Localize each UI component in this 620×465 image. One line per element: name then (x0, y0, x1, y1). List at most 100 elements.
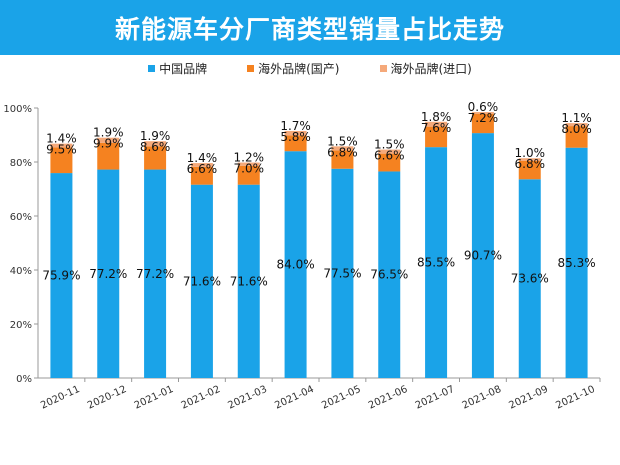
legend-label-domestic: 中国品牌 (159, 62, 208, 76)
bar-segment-domestic (565, 147, 588, 378)
legend-item-domestic: 中国品牌 (148, 60, 207, 77)
data-label-foreign-import: 1.9% (93, 126, 124, 140)
bar-segment-foreign-import (237, 162, 260, 166)
bar-segment-foreign-local (518, 160, 541, 180)
y-tick-label: 80% (10, 158, 32, 169)
data-label-domestic: 73.6% (511, 272, 549, 286)
bar-segment-foreign-import (97, 137, 120, 143)
data-label-foreign-local: 6.8% (327, 145, 358, 159)
data-label-domestic: 75.9% (42, 269, 80, 283)
y-tick-label: 60% (10, 212, 32, 223)
chart-title-bar: 新能源车分厂商类型销量占比走势 (0, 0, 620, 55)
x-tick-label: 2021-06 (367, 384, 410, 412)
bar-segment-domestic (471, 133, 494, 378)
bar-segment-foreign-local (144, 146, 167, 170)
bar-segment-domestic (237, 184, 260, 378)
bar-segment-foreign-import (425, 121, 448, 127)
data-label-foreign-local: 6.6% (187, 162, 218, 176)
data-label-foreign-local: 8.6% (140, 140, 171, 154)
data-label-domestic: 90.7% (464, 249, 502, 263)
bar-segment-foreign-local (565, 126, 588, 148)
bar-segment-domestic (50, 173, 73, 378)
data-label-foreign-import: 1.0% (515, 146, 546, 160)
bar-segment-domestic (190, 184, 213, 378)
legend-swatch-domestic (148, 65, 156, 72)
data-label-foreign-local: 6.6% (374, 149, 405, 163)
data-label-foreign-import: 1.5% (374, 138, 405, 152)
bar-segment-foreign-local (237, 165, 260, 185)
bar-segment-foreign-import (331, 146, 354, 151)
chart-legend: 中国品牌 海外品牌(国产) 海外品牌(进口) (0, 60, 620, 77)
legend-label-foreign-import: 海外品牌(进口) (390, 62, 472, 76)
y-tick-label: 100% (3, 104, 32, 115)
data-label-foreign-local: 6.8% (515, 157, 546, 171)
data-label-foreign-import: 1.4% (46, 132, 77, 146)
data-label-domestic: 71.6% (183, 274, 221, 288)
legend-item-foreign-local: 海外品牌(国产) (247, 60, 340, 77)
bar-segment-foreign-import (518, 158, 541, 161)
bar-segment-foreign-import (471, 112, 494, 114)
data-label-domestic: 85.3% (558, 256, 596, 270)
legend-label-foreign-local: 海外品牌(国产) (258, 62, 340, 76)
bar-segment-foreign-import (565, 123, 588, 127)
data-label-domestic: 77.2% (136, 267, 174, 281)
data-label-foreign-local: 7.0% (234, 162, 265, 176)
x-tick-label: 2021-03 (226, 384, 269, 412)
data-label-foreign-local: 5.8% (280, 130, 311, 144)
x-tick-label: 2021-07 (414, 384, 457, 412)
x-tick-label: 2021-04 (273, 384, 316, 412)
stacked-bar-chart: 0%20%40%60%80%100%2020-1175.9%9.5%1.4%20… (3, 100, 601, 412)
bar-segment-domestic (331, 168, 354, 378)
bar-segment-domestic (425, 147, 448, 378)
bar-segment-domestic (518, 179, 541, 378)
data-label-domestic: 77.2% (89, 267, 127, 281)
data-label-foreign-import: 1.2% (234, 151, 265, 165)
data-label-foreign-import: 1.4% (187, 151, 218, 165)
bar-segment-foreign-local (50, 147, 73, 174)
data-label-foreign-import: 1.1% (561, 111, 592, 125)
data-label-foreign-local: 9.9% (93, 137, 124, 151)
legend-swatch-foreign-import (379, 65, 387, 72)
data-label-foreign-local: 7.2% (468, 111, 499, 125)
x-tick-label: 2020-11 (39, 384, 82, 412)
y-tick-label: 20% (10, 320, 32, 331)
bar-segment-domestic (284, 151, 307, 378)
data-label-foreign-local: 9.5% (46, 143, 77, 157)
data-label-foreign-local: 8.0% (561, 122, 592, 136)
bar-segment-foreign-import (378, 149, 401, 154)
data-label-domestic: 77.5% (323, 266, 361, 280)
bar-segment-foreign-local (425, 126, 448, 148)
chart-title: 新能源车分厂商类型销量占比走势 (114, 14, 505, 44)
data-label-foreign-import: 1.5% (327, 134, 358, 148)
bar-segment-foreign-local (331, 150, 354, 169)
y-tick-label: 0% (16, 374, 32, 385)
data-label-foreign-import: 1.8% (421, 110, 452, 124)
x-tick-label: 2021-02 (180, 384, 223, 412)
bar-segment-foreign-local (471, 113, 494, 134)
data-label-domestic: 76.5% (370, 268, 408, 282)
x-tick-label: 2021-10 (554, 384, 597, 412)
bar-segment-foreign-local (378, 153, 401, 172)
bar-segment-foreign-import (284, 130, 307, 136)
x-tick-label: 2021-09 (507, 384, 550, 412)
bar-segment-foreign-import (144, 141, 167, 147)
bar-segment-foreign-local (190, 166, 213, 185)
bar-segment-foreign-local (284, 135, 307, 152)
data-label-domestic: 71.6% (230, 274, 268, 288)
x-tick-label: 2021-08 (461, 384, 504, 412)
legend-item-foreign-import: 海外品牌(进口) (379, 60, 472, 77)
data-label-foreign-import: 0.6% (468, 100, 499, 114)
data-label-foreign-import: 1.7% (280, 119, 311, 133)
data-label-foreign-import: 1.9% (140, 129, 171, 143)
y-tick-label: 40% (10, 266, 32, 277)
bar-segment-foreign-import (50, 143, 73, 148)
legend-swatch-foreign-local (247, 65, 255, 72)
bar-segment-foreign-import (190, 163, 213, 167)
bar-segment-domestic (97, 169, 120, 378)
data-label-domestic: 84.0% (277, 258, 315, 272)
x-tick-label: 2021-05 (320, 384, 363, 412)
x-tick-label: 2020-12 (86, 384, 129, 412)
bar-segment-foreign-local (97, 142, 120, 170)
bar-segment-domestic (378, 171, 401, 378)
x-tick-label: 2021-01 (133, 384, 176, 412)
